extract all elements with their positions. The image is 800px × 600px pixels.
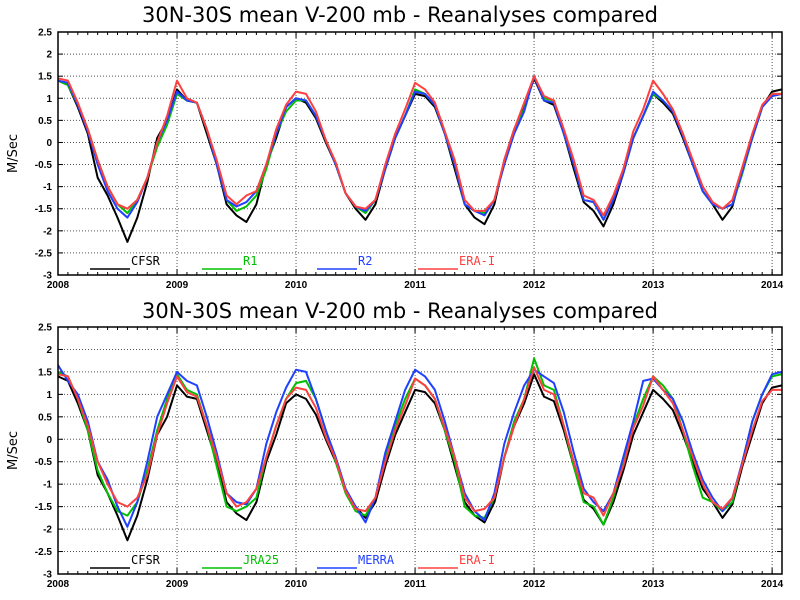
chart-panel-2: 30N-30S mean V-200 mb - Reanalyses compa…: [6, 299, 784, 590]
legend-label-r2: R2: [358, 254, 372, 268]
legend-label-merra: MERRA: [358, 553, 395, 567]
y-tick-label: -0.5: [35, 457, 53, 468]
series-line-cfsr: [57, 373, 783, 542]
legend-label-r1: R1: [243, 254, 257, 268]
y-tick-label: 2.5: [38, 28, 52, 39]
plot-frame: [57, 326, 783, 575]
legend-label-era-i: ERA-I: [459, 254, 495, 268]
y-tick-label: -3: [43, 570, 52, 581]
x-tick-label: 2010: [285, 280, 308, 291]
series-line-era-i: [57, 366, 782, 517]
legend-label-era-i: ERA-I: [459, 553, 495, 567]
chart-panel-1: 30N-30S mean V-200 mb - Reanalyses compa…: [6, 3, 784, 291]
y-tick-label: -2: [43, 525, 52, 536]
y-tick-label: 0: [46, 138, 52, 149]
x-tick-label: 2011: [404, 579, 426, 590]
series-line-merra: [57, 364, 783, 528]
series-line-era-i: [57, 75, 782, 217]
y-tick-label: 1.5: [38, 367, 52, 378]
x-tick-label: 2013: [642, 579, 665, 590]
x-tick-label: 2012: [523, 579, 546, 590]
y-tick-label: -1: [43, 480, 52, 491]
y-tick-label: -0.5: [35, 160, 53, 171]
y-tick-label: 1: [46, 390, 52, 401]
x-tick-label: 2008: [47, 579, 70, 590]
y-tick-label: 0.5: [38, 412, 52, 423]
series-line-cfsr: [57, 77, 783, 243]
x-tick-label: 2011: [404, 280, 426, 291]
y-axis-label: M/Sec: [6, 431, 21, 470]
y-tick-label: 1.5: [38, 72, 52, 83]
y-tick-label: 2.5: [38, 323, 52, 334]
y-tick-label: -1.5: [35, 204, 53, 215]
series-line-jra25: [57, 357, 783, 526]
legend-label-cfsr: CFSR: [131, 553, 161, 567]
chart-title: 30N-30S mean V-200 mb - Reanalyses compa…: [142, 3, 658, 27]
y-axis-label: M/Sec: [6, 134, 21, 173]
y-tick-label: 0: [46, 435, 52, 446]
x-tick-label: 2010: [285, 579, 308, 590]
x-tick-label: 2009: [166, 579, 189, 590]
plot-frame: [57, 31, 783, 276]
x-tick-label: 2009: [166, 280, 189, 291]
chart-title: 30N-30S mean V-200 mb - Reanalyses compa…: [142, 299, 658, 323]
y-tick-label: 2: [46, 50, 52, 61]
x-tick-label: 2014: [761, 579, 784, 590]
x-tick-label: 2013: [642, 280, 665, 291]
legend-label-jra25: JRA25: [243, 553, 279, 567]
y-tick-label: -2.5: [35, 547, 53, 558]
y-tick-label: 1: [46, 94, 52, 105]
y-tick-label: -3: [43, 271, 52, 282]
y-tick-label: 2: [46, 345, 52, 356]
y-tick-label: -2: [43, 226, 52, 237]
y-tick-label: -1: [43, 182, 52, 193]
legend-label-cfsr: CFSR: [131, 254, 161, 268]
x-tick-label: 2008: [47, 280, 70, 291]
y-tick-label: 0.5: [38, 116, 52, 127]
x-tick-label: 2012: [523, 280, 546, 291]
series-line-r1: [57, 75, 782, 221]
x-tick-label: 2014: [761, 280, 784, 291]
series-line-r2: [57, 75, 783, 221]
y-tick-label: -2.5: [35, 248, 53, 259]
y-tick-label: -1.5: [35, 502, 53, 513]
